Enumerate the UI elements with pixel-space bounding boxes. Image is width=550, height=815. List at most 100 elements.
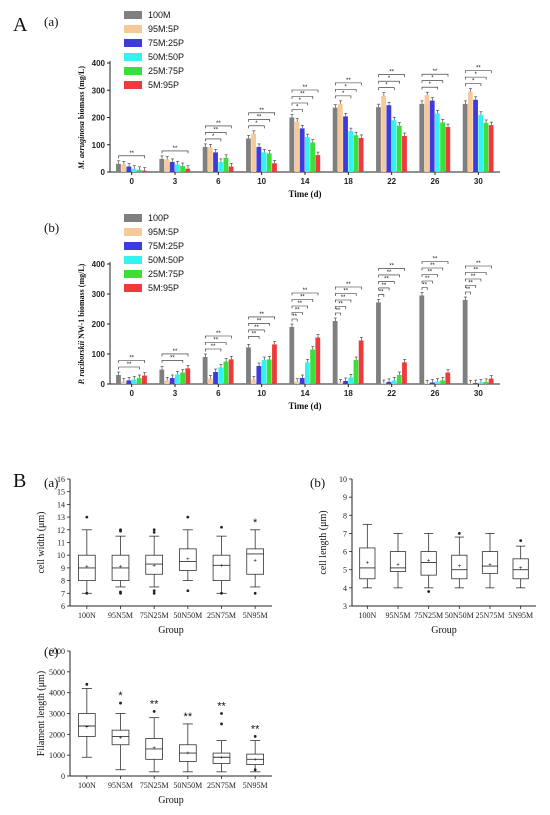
significance-bracket <box>421 274 438 277</box>
significance-label: ** <box>173 349 178 355</box>
significance-bracket <box>335 89 357 92</box>
box <box>481 551 499 574</box>
legend-label: 95M:5P <box>148 227 179 237</box>
bar <box>396 375 402 384</box>
boxplot-cell-length: (b) 3 4 5 6 7 8 9 10 cell length (μm) Group 100N +95… <box>310 475 536 636</box>
mean-marker: + <box>152 563 156 569</box>
significance-bracket <box>291 318 298 322</box>
bar <box>299 378 305 384</box>
mean-marker: + <box>119 735 123 741</box>
outlier-point <box>186 589 190 593</box>
significance-bracket <box>421 267 444 271</box>
bar <box>136 169 142 172</box>
significance-bracket <box>335 82 362 86</box>
x-tick-label: 50N50M <box>173 781 202 790</box>
significance-bracket <box>291 102 308 106</box>
bar <box>467 383 473 384</box>
mean-marker: + <box>253 558 257 564</box>
bar <box>348 377 354 384</box>
significance-label: ** <box>251 723 260 735</box>
x-axis-label: Group <box>158 795 184 806</box>
significance-label: ** <box>389 70 394 76</box>
significance-label: ** <box>254 325 259 331</box>
significance-bracket <box>465 70 492 74</box>
outlier-point <box>519 539 523 543</box>
figure-label-a: A <box>13 14 28 36</box>
significance-bracket <box>378 74 405 78</box>
bar <box>440 122 445 172</box>
x-tick-label: 22 <box>387 177 396 186</box>
bar <box>213 372 218 384</box>
bar <box>429 382 435 384</box>
bar <box>376 302 381 384</box>
x-tick-label: 0 <box>129 389 134 398</box>
bar <box>256 146 262 172</box>
y-tick-label: 3 <box>343 602 347 611</box>
y-tick-label: 300 <box>92 86 106 95</box>
significance-bracket <box>378 274 400 278</box>
significance-label: * <box>385 83 388 89</box>
y-tick-label: 16 <box>57 475 65 484</box>
significance-bracket <box>291 292 319 296</box>
bar <box>223 157 229 172</box>
bar <box>473 99 478 172</box>
significance-label: ** <box>476 66 481 72</box>
bar <box>310 349 315 384</box>
significance-label: * <box>342 91 345 97</box>
y-tick-label: 10 <box>57 551 65 560</box>
legend-label: 25M:75P <box>148 269 184 279</box>
mean-marker: + <box>396 562 400 568</box>
significance-label: ** <box>336 308 341 314</box>
y-tick-label: 6 <box>343 548 347 557</box>
figure-label-b: B <box>13 470 26 492</box>
boxplot-filament-length: (c) 0 1000 2000 3000 4000 5000 6000 Filament len… <box>36 644 272 806</box>
bar <box>315 155 321 172</box>
bar <box>381 383 387 384</box>
y-tick-label: 9 <box>61 564 65 573</box>
mean-marker: + <box>366 560 370 566</box>
bar <box>483 381 489 384</box>
bar <box>305 137 310 172</box>
outlier-point <box>457 532 461 535</box>
legend-swatch <box>124 228 142 236</box>
significance-bracket <box>248 119 270 122</box>
bar <box>386 105 392 172</box>
bar <box>164 380 170 384</box>
legend-swatch <box>124 256 142 264</box>
significance-label: ** <box>259 312 264 318</box>
significance-bracket <box>205 125 232 129</box>
x-tick-label: 30 <box>474 177 483 186</box>
significance-bracket <box>248 112 275 116</box>
significance-bracket <box>291 312 303 315</box>
significance-label: * <box>299 98 302 104</box>
significance-label: ** <box>433 257 438 263</box>
box <box>359 547 376 580</box>
x-tick-label: 3 <box>173 177 178 186</box>
y-tick-label: 0 <box>101 380 106 389</box>
significance-label: ** <box>216 331 221 337</box>
legend-label: 5M:95P <box>148 283 179 293</box>
significance-bracket <box>248 329 265 333</box>
box <box>145 554 163 575</box>
significance-label: ** <box>129 151 134 157</box>
significance-bracket <box>421 80 444 84</box>
bar <box>131 168 137 172</box>
significance-label: ** <box>295 308 300 314</box>
y-tick-label: 11 <box>57 539 65 548</box>
x-tick-label: 25N75M <box>207 611 236 620</box>
bar <box>391 120 397 172</box>
y-tick-label: 10 <box>339 475 347 484</box>
significance-label: * <box>431 76 434 82</box>
y-tick-label: 300 <box>92 290 106 299</box>
y-tick-label: 12 <box>57 526 65 535</box>
significance-label: ** <box>346 78 351 84</box>
box <box>212 554 231 582</box>
significance-label: ** <box>170 355 175 361</box>
panel-label: (c) <box>44 644 58 659</box>
bar <box>381 95 387 172</box>
bar <box>185 168 191 172</box>
x-tick-label: 18 <box>344 177 353 186</box>
significance-label: ** <box>252 331 257 337</box>
mean-marker: + <box>253 757 257 763</box>
